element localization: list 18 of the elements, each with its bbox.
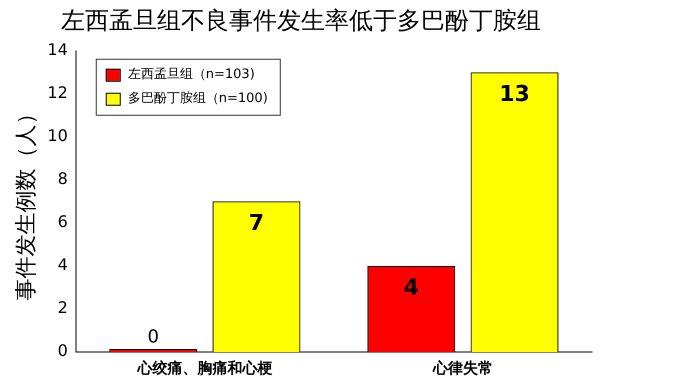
y-tick-label: 12 xyxy=(47,82,68,102)
y-tick-label: 4 xyxy=(58,255,68,274)
data-label: 0 xyxy=(147,326,159,348)
y-tick-label: 2 xyxy=(58,298,68,318)
y-tick-label: 10 xyxy=(47,126,68,146)
legend-label: 左西孟旦组（n=103) xyxy=(128,67,255,82)
x-tick-label: 心绞痛、胸痛和心梗 xyxy=(136,358,272,377)
y-tick-label: 6 xyxy=(58,212,68,232)
legend-label: 多巴酚丁胺组（n=100) xyxy=(128,91,268,106)
y-tick-label: 0 xyxy=(58,341,68,360)
x-tick-label: 心律失常 xyxy=(432,358,493,377)
chart-title: 左西孟旦组不良事件发生率低于多巴酚丁胺组 xyxy=(61,6,541,35)
y-tick-label: 14 xyxy=(47,40,68,59)
data-label: 7 xyxy=(248,211,264,236)
data-label: 4 xyxy=(404,276,419,301)
data-label: 13 xyxy=(499,82,530,108)
y-tick-label: 8 xyxy=(58,169,68,188)
y-axis-title: 事件发生例数（人） xyxy=(14,102,39,300)
